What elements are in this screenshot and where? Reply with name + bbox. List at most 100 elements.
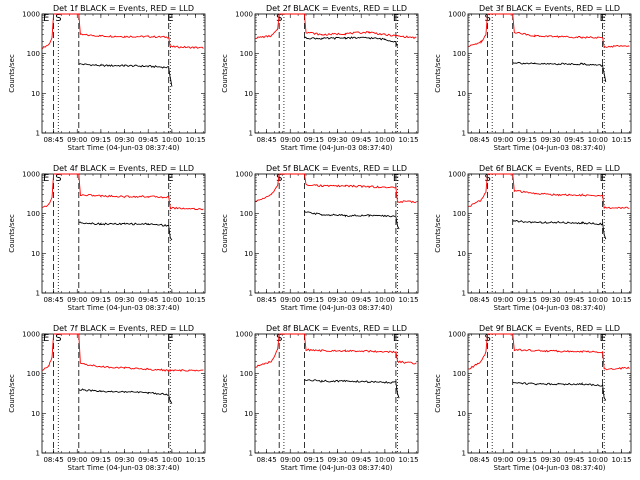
time-marker-label: E (167, 333, 173, 344)
x-tick-label: 09:15 (304, 296, 324, 304)
chart-title: Det 8f BLACK = Events, RED = LLD (266, 324, 407, 333)
x-tick-label: 10:15 (185, 136, 205, 144)
time-marker-label: E (600, 173, 606, 184)
x-tick-label: 09:00 (280, 456, 300, 464)
x-tick-label: 10:15 (398, 456, 418, 464)
x-tick-label: 09:30 (114, 136, 134, 144)
y-tick-label: 100 (453, 50, 466, 58)
x-tick-label: 08:45 (469, 456, 489, 464)
x-tick-label: 08:45 (256, 296, 276, 304)
detector-panel: Det 8f BLACK = Events, RED = LLD 1 10 100 10… (213, 320, 426, 480)
time-marker-label: E (393, 173, 399, 184)
x-tick-label: 09:45 (351, 136, 371, 144)
x-tick-label: 09:00 (67, 136, 87, 144)
time-marker-label: S (484, 13, 490, 24)
plot-frame (254, 333, 419, 454)
time-marker-label: E (43, 333, 49, 344)
events-series-line (512, 220, 607, 240)
x-tick-label: 09:30 (327, 456, 347, 464)
time-marker-label: E (393, 333, 399, 344)
chart-title: Det 3f BLACK = Events, RED = LLD (479, 4, 620, 13)
x-tick-label: 09:45 (351, 296, 371, 304)
y-tick-label: 10 (31, 410, 40, 418)
x-tick-label: 08:45 (43, 296, 63, 304)
events-series-line (304, 379, 400, 399)
detector-chart-svg: Det 6f BLACK = Events, RED = LLD 1 10 100 10… (434, 164, 632, 312)
y-axis-label: Counts/sec (8, 374, 16, 413)
x-tick-label: 09:15 (517, 296, 537, 304)
plot-frame (467, 173, 632, 294)
x-tick-label: 09:45 (138, 456, 158, 464)
y-tick-label: 1000 (22, 11, 40, 19)
events-series-line (512, 381, 607, 401)
y-tick-label: 10 (457, 410, 466, 418)
y-tick-label: 1 (249, 450, 253, 458)
lld-series-line (255, 173, 417, 204)
x-tick-label: 09:45 (138, 136, 158, 144)
time-marker-label: E (43, 13, 49, 24)
x-tick-label: 09:45 (564, 296, 584, 304)
detector-panel: Det 7f BLACK = Events, RED = LLD 1 10 100 10… (0, 320, 213, 480)
time-marker-label: S (55, 173, 61, 184)
y-tick-label: 1000 (235, 331, 253, 339)
x-tick-label: 10:15 (611, 456, 631, 464)
y-tick-label: 1 (249, 290, 253, 298)
time-marker-label: S (276, 173, 282, 184)
y-tick-label: 100 (27, 370, 40, 378)
x-tick-label: 09:45 (564, 456, 584, 464)
time-marker-label: E (167, 173, 173, 184)
y-axis-label: Counts/sec (221, 54, 229, 93)
y-tick-label: 1000 (448, 11, 466, 19)
x-tick-label: 09:00 (67, 296, 87, 304)
x-tick-label: 09:45 (138, 296, 158, 304)
y-tick-label: 10 (457, 90, 466, 98)
y-tick-label: 100 (240, 370, 253, 378)
x-axis-label: Start Time (04-Jun-03 08:37:40) (281, 144, 393, 152)
time-marker-label: S (484, 173, 490, 184)
plot-frame (254, 173, 419, 294)
chart-title: Det 4f BLACK = Events, RED = LLD (53, 164, 194, 173)
time-marker-label: S (55, 13, 61, 24)
events-series-line (78, 388, 173, 404)
y-tick-label: 100 (453, 370, 466, 378)
y-tick-label: 10 (31, 250, 40, 258)
y-tick-label: 1 (462, 130, 466, 138)
y-tick-label: 10 (457, 250, 466, 258)
x-tick-label: 09:30 (114, 456, 134, 464)
plot-frame (254, 13, 419, 134)
y-tick-label: 10 (244, 250, 253, 258)
time-marker-label: E (43, 173, 49, 184)
detector-panel: Det 4f BLACK = Events, RED = LLD 1 10 100 10… (0, 160, 213, 320)
x-tick-label: 10:15 (611, 296, 631, 304)
x-axis-label: Start Time (04-Jun-03 08:37:40) (68, 464, 180, 472)
lld-series-line (255, 333, 417, 368)
y-tick-label: 100 (453, 210, 466, 218)
time-marker-label: S (484, 333, 490, 344)
x-axis-label: Start Time (04-Jun-03 08:37:40) (68, 144, 180, 152)
y-tick-label: 1 (36, 290, 40, 298)
x-tick-label: 10:00 (162, 136, 182, 144)
time-marker-label: S (55, 333, 61, 344)
x-tick-label: 09:30 (540, 136, 560, 144)
y-tick-label: 10 (244, 410, 253, 418)
x-axis-label: Start Time (04-Jun-03 08:37:40) (494, 304, 606, 312)
lld-series-line (42, 333, 204, 373)
y-tick-label: 1 (462, 450, 466, 458)
plot-frame (41, 333, 206, 454)
detector-chart-svg: Det 9f BLACK = Events, RED = LLD 1 10 100 10… (434, 324, 632, 472)
y-tick-label: 1 (249, 130, 253, 138)
lld-series-line (42, 13, 204, 50)
y-tick-label: 1000 (448, 331, 466, 339)
events-series-line (304, 36, 398, 47)
x-axis-label: Start Time (04-Jun-03 08:37:40) (281, 304, 393, 312)
x-tick-label: 09:15 (91, 136, 111, 144)
y-tick-label: 100 (27, 50, 40, 58)
x-tick-label: 09:15 (517, 136, 537, 144)
plot-frame (41, 13, 206, 134)
x-tick-label: 10:00 (588, 136, 608, 144)
detector-chart-svg: Det 1f BLACK = Events, RED = LLD 1 10 100 10… (8, 4, 206, 152)
y-tick-label: 1 (36, 130, 40, 138)
y-tick-label: 100 (240, 210, 253, 218)
x-tick-label: 09:00 (280, 296, 300, 304)
